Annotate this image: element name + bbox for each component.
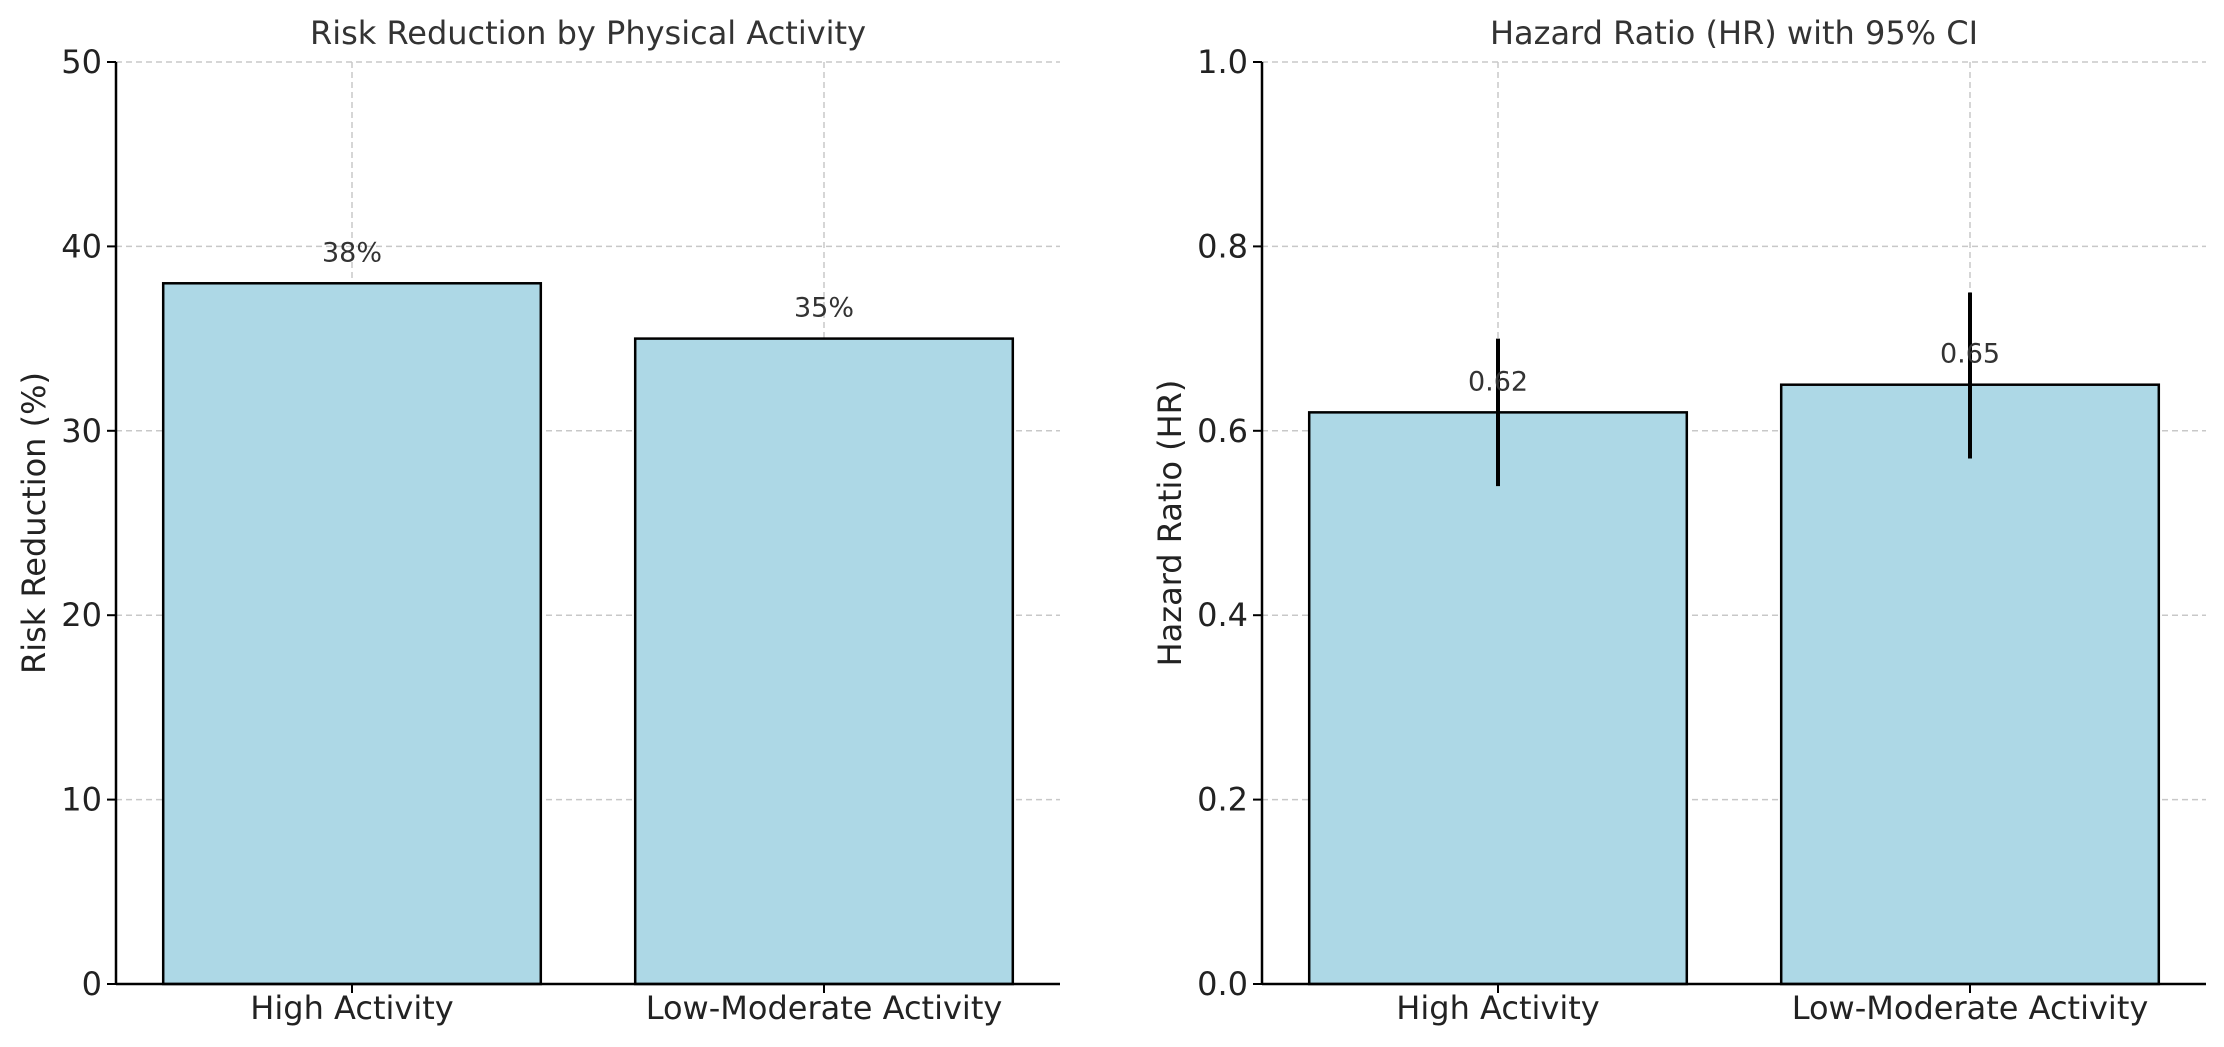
y-tick-label: 0 [82, 965, 102, 1003]
x-tick-label: High Activity [250, 989, 453, 1027]
risk-reduction-chart: 38% 35% 0 10 20 30 40 50 High Activity Low-Modera… [15, 14, 1060, 1027]
y-tick-label: 0.0 [1197, 965, 1248, 1003]
y-tick-label: 0.4 [1197, 596, 1248, 634]
y-tick-label: 0.8 [1197, 227, 1248, 265]
data-label: 0.62 [1468, 366, 1528, 397]
data-label: 35% [794, 293, 854, 324]
y-tick-label: 20 [61, 596, 102, 634]
bar-low-moderate-activity [1779, 383, 2161, 986]
y-axis-label: Risk Reduction (%) [15, 372, 53, 674]
y-tick-label: 1.0 [1197, 43, 1248, 81]
y-tick-label: 50 [61, 43, 102, 81]
y-tick-label: 40 [61, 227, 102, 265]
x-tick-label: Low-Moderate Activity [646, 989, 1003, 1027]
bar-high-activity [161, 282, 543, 986]
hazard-ratio-chart: 0.62 0.65 0.0 0.2 0.4 0.6 0.8 1.0 High Activity L… [1151, 14, 2206, 1027]
bar-high-activity [1307, 411, 1689, 986]
data-label: 38% [322, 237, 382, 268]
y-axis-label: Hazard Ratio (HR) [1151, 380, 1189, 667]
y-tick-label: 0.6 [1197, 412, 1248, 450]
data-label: 0.65 [1940, 339, 2000, 370]
y-tick-label: 0.2 [1197, 781, 1248, 819]
x-tick-label: High Activity [1396, 989, 1599, 1027]
x-tick-label: Low-Moderate Activity [1792, 989, 2149, 1027]
y-tick-label: 10 [61, 781, 102, 819]
chart-title: Hazard Ratio (HR) with 95% CI [1490, 14, 1978, 52]
y-tick-label: 30 [61, 412, 102, 450]
chart-title: Risk Reduction by Physical Activity [310, 14, 866, 52]
bar-low-moderate-activity [633, 337, 1015, 986]
